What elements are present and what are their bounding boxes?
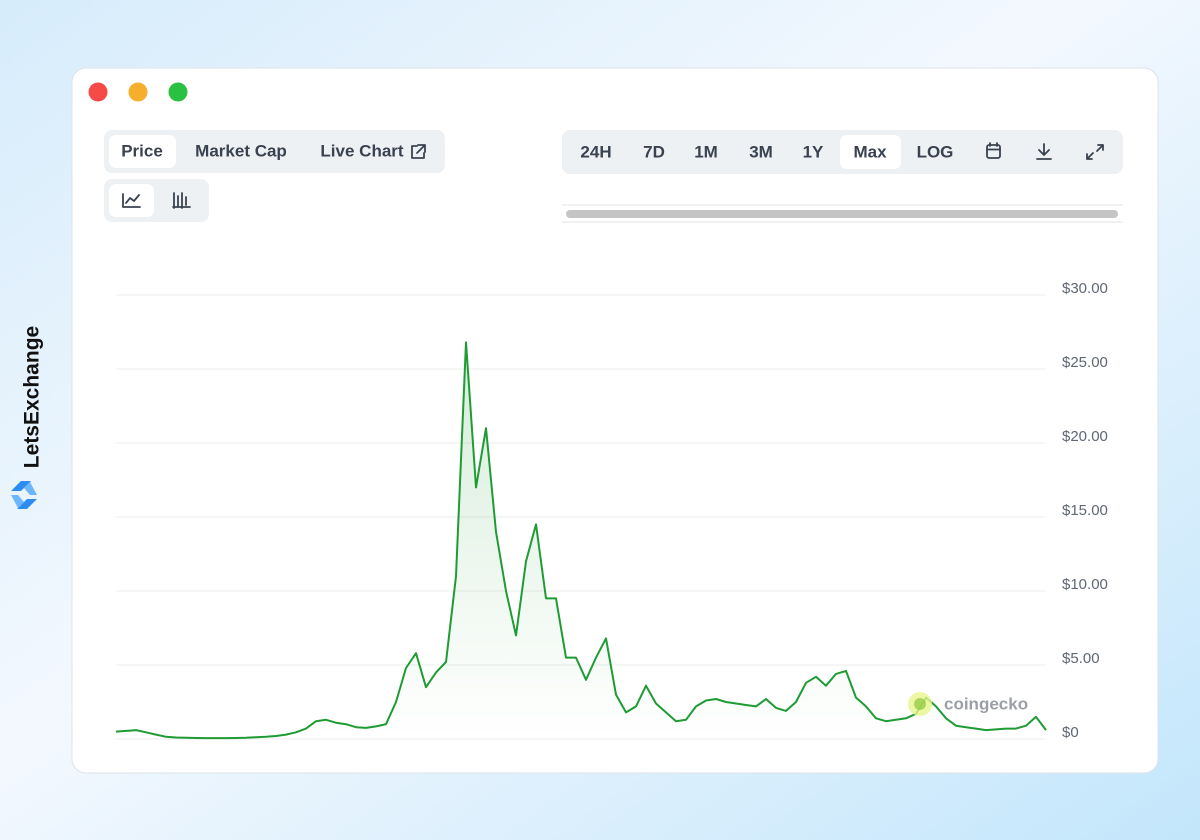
watermark-logo-inner [914,698,926,710]
brand-name: LetsExchange [21,326,44,468]
window [71,67,1159,774]
close-button[interactable] [88,82,108,102]
y-tick-label: $15.00 [1062,502,1108,519]
y-tick-label: $5.00 [1062,650,1100,667]
line-style-button[interactable] [109,184,154,217]
scrollbar[interactable] [566,210,1118,218]
brand-logo [11,481,37,509]
y-tick-label: $30.00 [1062,280,1108,297]
range-tab[interactable]: 3M [749,142,773,161]
minimize-button[interactable] [128,82,148,102]
candle-style-button[interactable] [172,192,191,209]
view-tabs [104,130,445,173]
view-tab[interactable]: Market Cap [195,141,287,160]
range-tab[interactable]: 1Y [803,142,824,161]
y-tick-label: $10.00 [1062,576,1108,593]
y-tick-label: $20.00 [1062,428,1108,445]
y-tick-label: $0 [1062,724,1079,741]
active-tab [840,135,901,169]
view-tab[interactable]: Live Chart [320,141,403,160]
range-tab[interactable]: 1M [694,142,718,161]
watermark: coingecko [944,694,1028,713]
fullscreen-button[interactable] [1086,144,1104,160]
range-tab[interactable]: LOG [917,142,954,161]
y-tick-label: $25.00 [1062,354,1108,371]
price-line [115,341,1047,740]
external-link-icon [411,144,426,159]
range-tab[interactable]: 24H [580,142,611,161]
range-tab[interactable]: Max [853,142,887,161]
calendar-button[interactable] [986,142,1001,159]
download-button[interactable] [1036,143,1052,160]
view-tab[interactable]: Price [121,141,163,160]
maximize-button[interactable] [168,82,188,102]
range-tab[interactable]: 7D [643,142,665,161]
line-icon [122,193,141,208]
active-tab [109,135,176,168]
